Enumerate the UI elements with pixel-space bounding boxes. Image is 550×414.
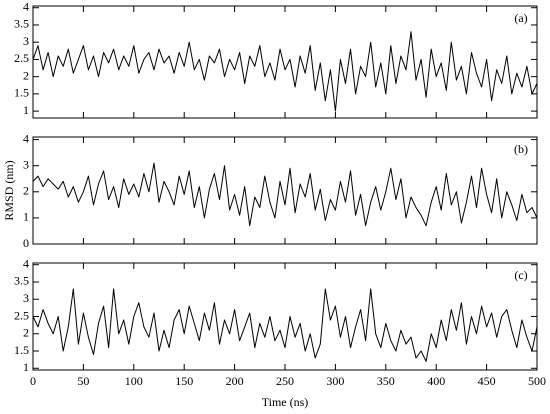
rmsd-line — [32, 31, 538, 112]
y-tick-label: 1 — [23, 103, 29, 117]
y-tick-label: 1 — [23, 210, 29, 224]
y-tick-label: 2 — [23, 184, 29, 198]
y-axis-label: RMSD (nm) — [2, 160, 16, 220]
y-tick-label: 4 — [23, 131, 29, 145]
x-tick-label: 0 — [30, 374, 36, 388]
y-tick-label: 1 — [23, 360, 29, 374]
y-tick-label: 3 — [23, 157, 29, 171]
panel-label: (c) — [514, 268, 527, 282]
y-tick-label: 3.5 — [14, 274, 29, 288]
x-tick-label: 450 — [478, 374, 496, 388]
x-tick-label: 500 — [528, 374, 546, 388]
x-tick-label: 200 — [226, 374, 244, 388]
x-tick-label: 300 — [326, 374, 344, 388]
y-tick-label: 2 — [23, 68, 29, 82]
y-tick-label: 2.5 — [14, 308, 29, 322]
x-tick-label: 400 — [427, 374, 445, 388]
x-tick-label: 150 — [175, 374, 193, 388]
x-tick-label: 100 — [125, 374, 143, 388]
x-tick-label: 350 — [377, 374, 395, 388]
y-tick-label: 2.5 — [14, 51, 29, 65]
rmsd-line — [32, 162, 538, 227]
x-tick-label: 50 — [77, 374, 89, 388]
x-tick-label: 250 — [276, 374, 294, 388]
panel-label: (b) — [514, 142, 528, 156]
rmsd-line — [32, 288, 538, 362]
y-tick-label: 4 — [23, 256, 29, 270]
panel-frame — [32, 136, 538, 245]
y-tick-label: 4 — [23, 0, 29, 13]
y-tick-label: 3 — [23, 291, 29, 305]
panel-label: (a) — [514, 11, 527, 25]
y-tick-label: 3.5 — [14, 17, 29, 31]
y-tick-label: 2 — [23, 326, 29, 340]
y-tick-label: 3 — [23, 34, 29, 48]
y-tick-label: 0 — [23, 236, 29, 250]
y-tick-label: 1.5 — [14, 86, 29, 100]
x-axis-label: Time (ns) — [262, 395, 309, 409]
y-tick-label: 1.5 — [14, 343, 29, 357]
panel-frame — [32, 262, 538, 371]
